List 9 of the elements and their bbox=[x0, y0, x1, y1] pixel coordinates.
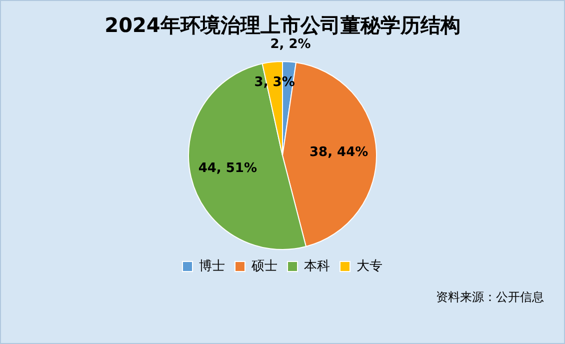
legend-label: 大专 bbox=[356, 258, 382, 274]
legend-label: 本科 bbox=[304, 258, 330, 274]
data-label: 38, 44% bbox=[309, 144, 368, 160]
legend-label: 硕士 bbox=[250, 258, 278, 274]
chart-title: 2024年环境治理上市公司董秘学历结构 bbox=[104, 13, 460, 38]
data-label: 2, 2% bbox=[270, 37, 311, 52]
text: 资料来源：公开信息 bbox=[436, 290, 544, 304]
legend-label: 博士 bbox=[199, 258, 225, 274]
data-label: 44, 51% bbox=[198, 160, 257, 176]
